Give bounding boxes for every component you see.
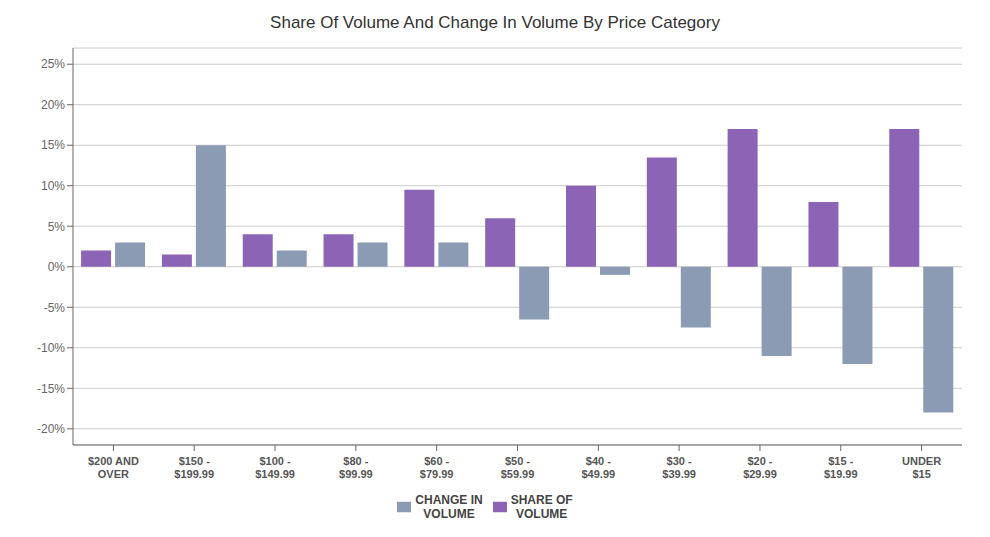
svg-text:-20%: -20% [37, 422, 65, 436]
svg-text:$40 -$49.99: $40 -$49.99 [581, 455, 615, 480]
svg-text:10%: 10% [41, 179, 65, 193]
svg-text:-15%: -15% [37, 382, 65, 396]
html-text:CHANGE IN VOLUME: CHANGE IN VOLUME [415, 493, 483, 521]
html-text:SHARE OF VOLUME: SHARE OF VOLUME [510, 493, 573, 521]
svg-text:$200 ANDOVER: $200 ANDOVER [88, 455, 139, 480]
svg-text:5%: 5% [48, 220, 66, 234]
svg-text:$150 -$199.99: $150 -$199.99 [174, 455, 214, 480]
html-text:Share Of Volume And Change In: Share Of Volume And Change In Volume By … [270, 13, 720, 32]
svg-text:$20 -$29.99: $20 -$29.99 [743, 455, 777, 480]
svg-text:$100 -$149.99: $100 -$149.99 [255, 455, 295, 480]
svg-text:25%: 25% [41, 57, 65, 71]
svg-text:$50 -$59.99: $50 -$59.99 [501, 455, 535, 480]
svg-text:UNDER$15: UNDER$15 [902, 455, 941, 480]
svg-text:20%: 20% [41, 98, 65, 112]
svg-text:$60 -$79.99: $60 -$79.99 [420, 455, 454, 480]
svg-text:0%: 0% [48, 260, 66, 274]
svg-text:$15 -$19.99: $15 -$19.99 [824, 455, 858, 480]
svg-text:$80 -$99.99: $80 -$99.99 [339, 455, 373, 480]
svg-text:$30 -$39.99: $30 -$39.99 [662, 455, 696, 480]
svg-text:-5%: -5% [44, 301, 66, 315]
svg-text:-10%: -10% [37, 341, 65, 355]
svg-text:15%: 15% [41, 138, 65, 152]
